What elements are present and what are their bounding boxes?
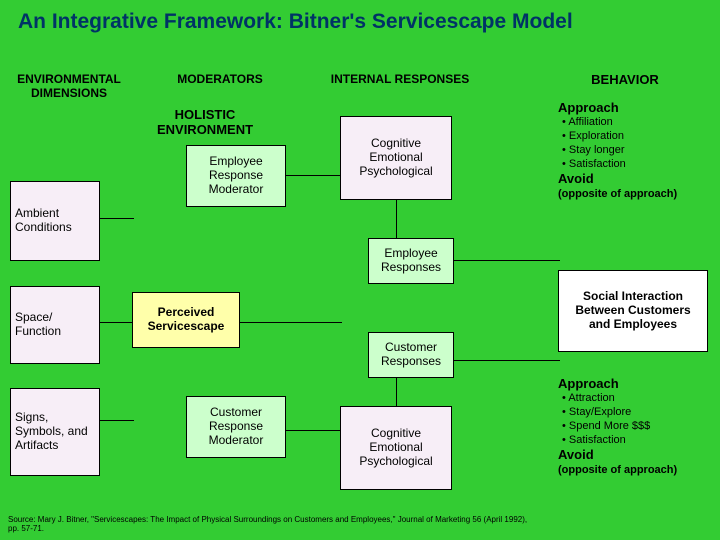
- conn-1: [98, 218, 134, 219]
- cep-bot-line2: Emotional: [369, 441, 422, 455]
- cep-top-line3: Psychological: [359, 165, 432, 179]
- conn-v1: [396, 198, 397, 240]
- cep-top-line1: Cognitive: [371, 137, 421, 151]
- conn-6: [238, 322, 342, 323]
- avoid1-hdr: Avoid: [558, 171, 714, 187]
- approach1-item: Exploration: [562, 130, 714, 144]
- box-social: Social Interaction Between Customers and…: [558, 270, 708, 352]
- box-ambient: Ambient Conditions: [10, 181, 100, 261]
- box-emp-mod: Employee Response Moderator: [186, 145, 286, 207]
- box-cep-top: Cognitive Emotional Psychological: [340, 116, 452, 200]
- conn-v2: [396, 376, 397, 408]
- conn-2: [98, 322, 134, 323]
- box-space: Space/ Function: [10, 286, 100, 364]
- approach2-item: Spend More $$$: [562, 420, 714, 434]
- approach2-list: Attraction Stay/Explore Spend More $$$ S…: [558, 392, 714, 447]
- approach2-item: Attraction: [562, 392, 714, 406]
- behavior-approach-1: Approach Affiliation Exploration Stay lo…: [558, 100, 714, 201]
- conn-3: [98, 420, 134, 421]
- box-perceived: Perceived Servicescape: [132, 292, 240, 348]
- source-citation: Source: Mary J. Bitner, "Servicescapes: …: [8, 515, 528, 534]
- col-moderators: MODERATORS: [160, 72, 280, 86]
- col-internal: INTERNAL RESPONSES: [300, 72, 500, 86]
- page-title: An Integrative Framework: Bitner's Servi…: [18, 10, 702, 34]
- behavior-approach-2: Approach Attraction Stay/Explore Spend M…: [558, 376, 714, 477]
- approach1-item: Affiliation: [562, 116, 714, 130]
- holistic-label: HOLISTIC ENVIRONMENT: [130, 108, 280, 138]
- approach1-item: Stay longer: [562, 144, 714, 158]
- box-cust-mod: Customer Response Moderator: [186, 396, 286, 458]
- col-environmental: ENVIRONMENTAL DIMENSIONS: [4, 72, 134, 100]
- approach2-hdr: Approach: [558, 376, 714, 392]
- approach1-item: Satisfaction: [562, 158, 714, 172]
- conn-8: [452, 360, 560, 361]
- cep-top-line2: Emotional: [369, 151, 422, 165]
- col-behavior: BEHAVIOR: [560, 72, 690, 87]
- avoid2-hdr: Avoid: [558, 447, 714, 463]
- conn-4: [284, 175, 342, 176]
- cep-bot-line3: Psychological: [359, 455, 432, 469]
- cep-bot-line1: Cognitive: [371, 427, 421, 441]
- conn-5: [284, 430, 342, 431]
- approach1-list: Affiliation Exploration Stay longer Sati…: [558, 116, 714, 171]
- conn-7: [452, 260, 560, 261]
- approach2-item: Satisfaction: [562, 434, 714, 448]
- box-emp-resp: Employee Responses: [368, 238, 454, 284]
- avoid1-sub: (opposite of approach): [558, 188, 714, 202]
- box-cep-bot: Cognitive Emotional Psychological: [340, 406, 452, 490]
- box-signs: Signs, Symbols, and Artifacts: [10, 388, 100, 476]
- approach2-item: Stay/Explore: [562, 406, 714, 420]
- avoid2-sub: (opposite of approach): [558, 464, 714, 478]
- box-cust-resp: Customer Responses: [368, 332, 454, 378]
- approach1-hdr: Approach: [558, 100, 714, 116]
